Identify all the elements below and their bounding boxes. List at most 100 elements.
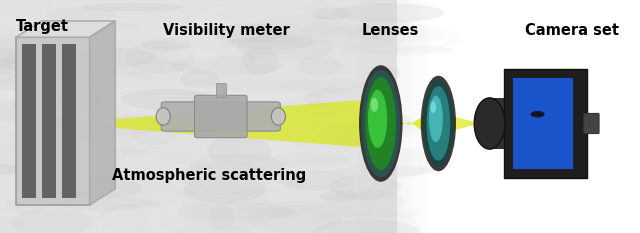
Text: Camera set: Camera set (525, 23, 619, 38)
Ellipse shape (114, 113, 167, 135)
Ellipse shape (338, 24, 463, 52)
Ellipse shape (207, 206, 236, 229)
Bar (490, 98, 528, 149)
Ellipse shape (121, 89, 214, 110)
Ellipse shape (369, 66, 400, 81)
Ellipse shape (0, 35, 56, 49)
Ellipse shape (67, 178, 142, 199)
FancyBboxPatch shape (584, 113, 599, 134)
Ellipse shape (74, 59, 186, 75)
Ellipse shape (196, 3, 316, 34)
Polygon shape (410, 111, 432, 136)
Ellipse shape (159, 154, 260, 165)
Ellipse shape (429, 96, 443, 142)
Ellipse shape (191, 153, 285, 179)
Ellipse shape (0, 22, 13, 39)
Ellipse shape (142, 220, 177, 233)
Ellipse shape (45, 7, 116, 22)
Ellipse shape (93, 127, 158, 145)
Ellipse shape (358, 29, 394, 41)
Bar (390, 0, 400, 233)
Ellipse shape (312, 7, 351, 20)
Ellipse shape (155, 158, 266, 168)
FancyBboxPatch shape (195, 95, 247, 138)
Ellipse shape (13, 91, 90, 118)
Ellipse shape (362, 70, 400, 177)
Ellipse shape (312, 211, 417, 219)
Bar (412, 0, 421, 233)
Ellipse shape (1, 54, 102, 83)
Ellipse shape (243, 46, 279, 75)
Ellipse shape (19, 120, 82, 141)
Ellipse shape (319, 25, 406, 49)
Ellipse shape (45, 68, 95, 85)
Ellipse shape (0, 48, 71, 55)
Text: Lenses: Lenses (362, 23, 419, 38)
Ellipse shape (8, 134, 41, 147)
Ellipse shape (40, 109, 104, 128)
FancyBboxPatch shape (161, 102, 280, 131)
Ellipse shape (0, 68, 12, 84)
Ellipse shape (180, 184, 268, 216)
Ellipse shape (118, 34, 173, 51)
Ellipse shape (149, 101, 207, 116)
Ellipse shape (265, 153, 349, 167)
Ellipse shape (0, 50, 108, 74)
Bar (373, 0, 383, 233)
Ellipse shape (216, 75, 317, 94)
Ellipse shape (0, 45, 105, 60)
Ellipse shape (51, 213, 114, 233)
Polygon shape (16, 21, 115, 37)
Ellipse shape (0, 216, 25, 233)
Bar (382, 0, 392, 233)
Bar (367, 0, 376, 233)
Ellipse shape (298, 54, 339, 78)
Ellipse shape (23, 38, 51, 48)
Ellipse shape (28, 150, 129, 179)
Bar (401, 0, 411, 233)
Ellipse shape (305, 0, 335, 29)
Ellipse shape (305, 106, 358, 118)
Ellipse shape (281, 121, 398, 149)
Ellipse shape (331, 212, 418, 233)
Ellipse shape (146, 40, 271, 54)
Ellipse shape (0, 74, 77, 100)
Ellipse shape (55, 62, 158, 81)
Ellipse shape (98, 41, 145, 59)
Ellipse shape (348, 27, 444, 44)
Ellipse shape (431, 101, 436, 113)
Ellipse shape (0, 143, 35, 175)
Ellipse shape (209, 227, 254, 233)
Ellipse shape (51, 116, 87, 128)
Ellipse shape (285, 190, 372, 223)
Polygon shape (390, 119, 410, 128)
Ellipse shape (270, 5, 311, 14)
Ellipse shape (118, 202, 173, 233)
Bar (420, 0, 430, 233)
Ellipse shape (70, 140, 196, 150)
Ellipse shape (225, 134, 297, 159)
Ellipse shape (67, 136, 115, 157)
Ellipse shape (187, 145, 312, 164)
Ellipse shape (0, 165, 24, 175)
Ellipse shape (299, 25, 398, 34)
Ellipse shape (182, 161, 270, 193)
Ellipse shape (331, 165, 438, 177)
Bar (397, 0, 406, 233)
Polygon shape (358, 100, 390, 147)
Ellipse shape (252, 15, 350, 37)
Bar (378, 0, 387, 233)
Ellipse shape (368, 90, 387, 148)
Bar (416, 0, 426, 233)
Ellipse shape (271, 108, 285, 125)
Ellipse shape (242, 23, 314, 44)
Ellipse shape (141, 39, 191, 51)
Ellipse shape (90, 10, 132, 37)
Ellipse shape (76, 48, 157, 67)
Ellipse shape (220, 0, 328, 30)
Ellipse shape (84, 171, 204, 199)
Ellipse shape (305, 131, 403, 144)
Ellipse shape (358, 147, 435, 178)
Text: Atmospheric scattering: Atmospheric scattering (112, 168, 307, 183)
Ellipse shape (110, 203, 213, 230)
